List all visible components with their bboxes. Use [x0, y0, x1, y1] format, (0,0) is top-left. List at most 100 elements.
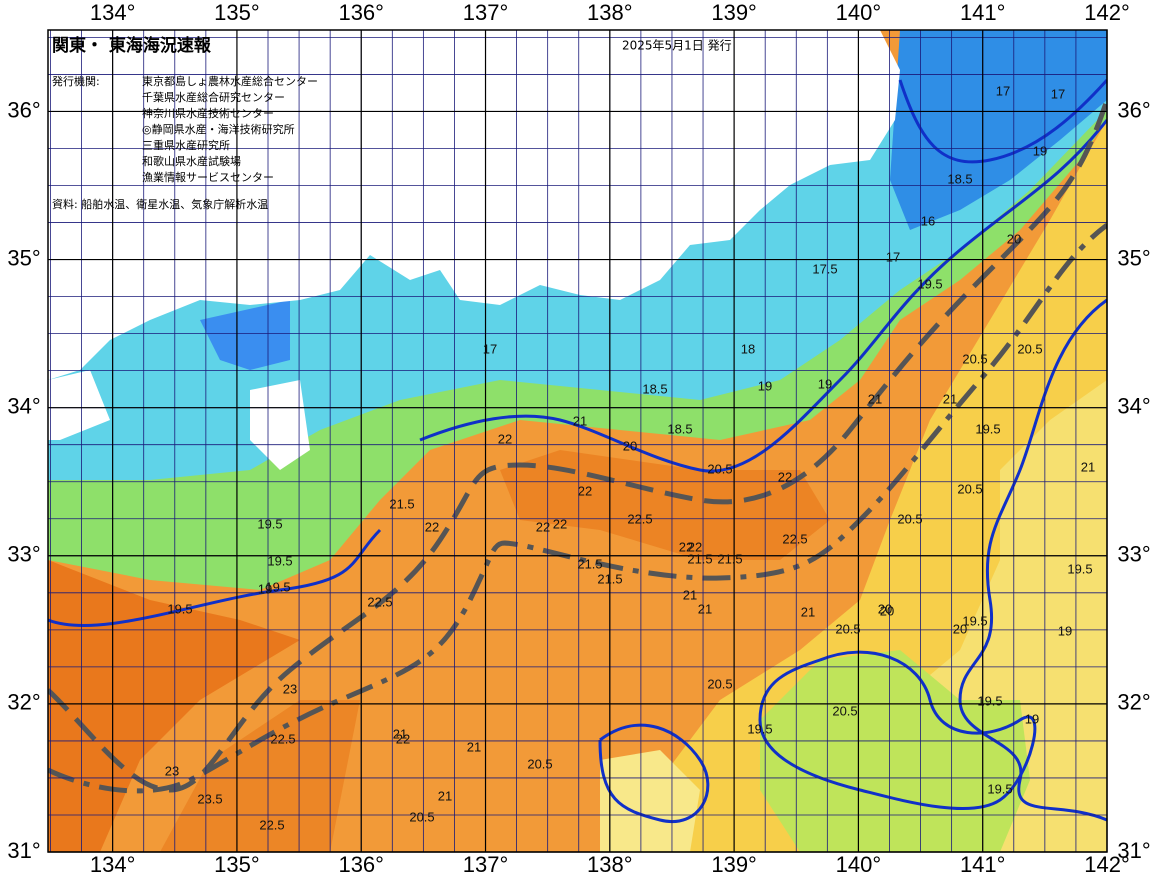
contour-label: 20.5: [707, 461, 732, 476]
lon-tick-label: 135°: [214, 0, 260, 25]
contour-label: 21: [573, 413, 587, 428]
contour-label: 18.5: [642, 381, 667, 396]
contour-label: 21: [438, 788, 452, 803]
agencies-label: 発行機関:: [52, 74, 100, 88]
lon-tick-label: 138°: [587, 0, 633, 25]
contour-label: 22.5: [270, 731, 295, 746]
contour-label: 17: [996, 83, 1010, 98]
contour-label: 23.5: [197, 791, 222, 806]
lon-tick-label: 136°: [338, 852, 384, 877]
contour-label: 21: [801, 604, 815, 619]
lat-tick-label: 34°: [7, 393, 40, 418]
contour-label: 20: [623, 438, 637, 453]
title: 関東・ 東海海況速報: [52, 35, 212, 56]
contour-label: 19.5: [267, 553, 292, 568]
contour-label: 22: [679, 539, 693, 554]
land: [250, 380, 310, 470]
contour-label: 21.5: [597, 571, 622, 586]
contour-label: 20: [880, 603, 894, 618]
contour-label: 19: [1058, 623, 1072, 638]
lat-tick-label: 36°: [7, 97, 40, 122]
cold-water: [200, 300, 290, 370]
contour-label: 20.5: [832, 703, 857, 718]
sea-surface-temperature: [48, 30, 1107, 852]
lat-tick-label: 31°: [1117, 838, 1150, 863]
lon-tick-label: 135°: [214, 852, 260, 877]
contour-label: 20.5: [962, 351, 987, 366]
contour-label: 21: [698, 601, 712, 616]
cold-water: [890, 30, 1107, 230]
contour-label: 22: [498, 431, 512, 446]
contour-label: 19.5: [1067, 561, 1092, 576]
agency: 東京都島しょ農林水産総合センター: [142, 74, 318, 88]
lon-tick-label: 137°: [463, 0, 509, 25]
lat-tick-label: 33°: [7, 542, 40, 567]
contour-label: 23: [165, 763, 179, 778]
contour-label: 21.5: [389, 496, 414, 511]
isotherm-line: [598, 723, 710, 823]
contour-label: 22.5: [259, 817, 284, 832]
contour-label: 17: [483, 341, 497, 356]
contour-label: 19: [258, 581, 272, 596]
contour-label: 16: [921, 213, 935, 228]
contour-label: 21: [943, 391, 957, 406]
kuroshio-axis: [48, 99, 1107, 794]
contour-label: 21: [868, 391, 882, 406]
lon-tick-label: 141°: [960, 852, 1006, 877]
lat-tick-label: 34°: [1117, 393, 1150, 418]
lat-tick-label: 36°: [1117, 97, 1150, 122]
info-panel: 関東・ 東海海況速報 2025年5月1日 発行 発行機関: 資料: 船舶水温、衛…: [52, 35, 732, 211]
lat-tick-label: 31°: [7, 838, 40, 863]
contour-label: 21: [393, 726, 407, 741]
contour-label: 20: [1007, 231, 1021, 246]
contour-label: 22: [536, 519, 550, 534]
contour-label: 21.5: [577, 556, 602, 571]
lat-tick-label: 35°: [7, 245, 40, 270]
issued-date: 2025年5月1日 発行: [622, 39, 732, 53]
contour-label: 19: [818, 376, 832, 391]
contour-label: 22: [553, 516, 567, 531]
contour-label: 20: [953, 621, 967, 636]
contour-label: 22.5: [627, 511, 652, 526]
lon-tick-label: 141°: [960, 0, 1006, 25]
lon-tick-label: 138°: [587, 852, 633, 877]
lat-tick-label: 35°: [1117, 245, 1150, 270]
contour-label: 19.5: [167, 601, 192, 616]
lon-tick-label: 140°: [836, 852, 882, 877]
contour-label: 22.5: [782, 531, 807, 546]
contour-label: 21: [1081, 459, 1095, 474]
lon-tick-label: 137°: [463, 852, 509, 877]
contour-label: 20: [878, 601, 892, 616]
contour-label: 19.5: [917, 276, 942, 291]
lon-tick-label: 140°: [836, 0, 882, 25]
map-frame: [47, 29, 1108, 853]
lon-tick-label: 142°: [1084, 852, 1130, 877]
graticule: [48, 30, 1108, 853]
contour-label: 20.5: [1017, 341, 1042, 356]
isotherm-line: [758, 650, 1037, 811]
agency: 神奈川県水産技術センター: [142, 106, 274, 120]
contour-label: 21: [467, 739, 481, 754]
contour-label: 18.5: [667, 421, 692, 436]
contour-label: 18: [741, 341, 755, 356]
contour-label: 18.5: [947, 171, 972, 186]
contour-label: 17.5: [812, 261, 837, 276]
isotherm: [48, 78, 1107, 823]
contour-label: 22: [425, 519, 439, 534]
isotherm-line: [958, 298, 1107, 822]
lon-tick-label: 134°: [90, 0, 136, 25]
contour-label: 20.5: [835, 621, 860, 636]
lon-tick-label: 142°: [1084, 0, 1130, 25]
agency: ◎静岡県水産・海洋技術研究所: [142, 122, 295, 136]
contour-label: 21: [683, 587, 697, 602]
contour-label: 22.5: [367, 594, 392, 609]
contour-label: 21.5: [687, 551, 712, 566]
agency: 三重県水産研究所: [142, 138, 230, 152]
land: [48, 370, 110, 440]
contour-label: 20.5: [409, 809, 434, 824]
agency: 和歌山県水産試験場: [142, 154, 241, 168]
contour-label: 17: [1051, 86, 1065, 101]
contour-label: 17: [886, 249, 900, 264]
contour-label: 19.5: [257, 516, 282, 531]
